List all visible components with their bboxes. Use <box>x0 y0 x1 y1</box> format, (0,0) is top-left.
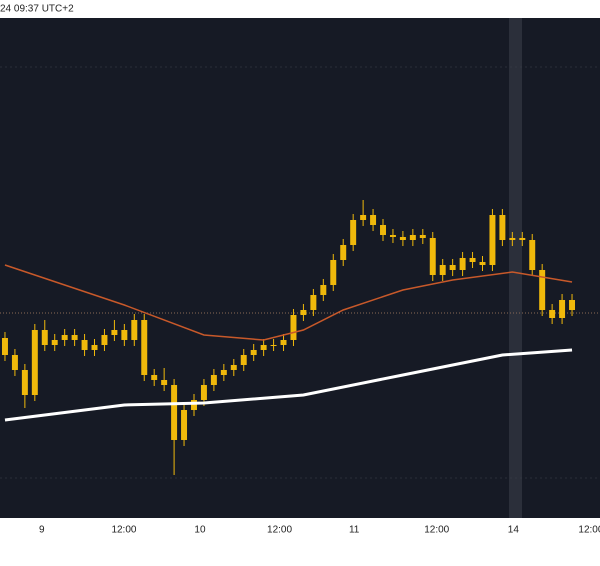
candle-body <box>21 370 28 395</box>
candle-body <box>559 300 566 318</box>
candle-body <box>11 355 18 370</box>
candle-body <box>360 215 367 220</box>
x-tick-label: 12:00 <box>424 525 449 536</box>
candle-body <box>61 335 68 340</box>
candle-body <box>569 300 576 310</box>
candle-body <box>280 340 287 345</box>
candle-body <box>419 235 426 238</box>
moving-average <box>4 264 573 341</box>
candle-body <box>171 385 178 440</box>
candle-body <box>121 330 128 340</box>
moving-average <box>4 348 573 422</box>
candle-body <box>519 238 526 240</box>
candle-body <box>81 340 88 350</box>
candle-body <box>370 215 377 225</box>
candle-body <box>220 370 227 375</box>
candle-body <box>409 235 416 240</box>
candle-body <box>230 365 237 370</box>
candle-body <box>489 215 496 265</box>
candle-body <box>549 310 556 318</box>
header-text: 24 09:37 UTC+2 <box>0 4 74 15</box>
candle-body <box>161 380 168 385</box>
candle-body <box>270 345 277 346</box>
candle-body <box>330 260 337 285</box>
candle-body <box>31 330 38 395</box>
candle-body <box>210 375 217 385</box>
x-tick-label: 12:00 <box>267 525 292 536</box>
candle-body <box>479 262 486 265</box>
crosshair-band <box>509 18 522 518</box>
x-tick-label: 14 <box>508 525 520 536</box>
candle-body <box>529 240 536 270</box>
candle-body <box>141 320 148 375</box>
candle-body <box>260 345 267 350</box>
plot-background <box>0 18 600 518</box>
candle-body <box>499 215 506 240</box>
candle-body <box>191 400 197 410</box>
candle-body <box>539 270 546 310</box>
candle-body <box>290 315 297 340</box>
candle-body <box>310 295 317 310</box>
candle-body <box>399 237 406 240</box>
x-tick-label: 9 <box>39 525 45 536</box>
candle-body <box>91 345 98 350</box>
candle-body <box>250 350 257 355</box>
x-tick-label: 11 <box>349 525 360 536</box>
candle-body <box>41 330 48 345</box>
candle-body <box>509 238 516 240</box>
candle-body <box>340 245 347 260</box>
candle-body <box>200 385 207 400</box>
x-tick-label: 12:00 <box>111 525 136 536</box>
candle-body <box>111 330 118 335</box>
candle-body <box>300 310 307 315</box>
candle-body <box>131 320 138 340</box>
x-tick-label: 12:00 <box>578 525 600 536</box>
candle-body <box>51 340 58 345</box>
candle-body <box>350 220 357 245</box>
candle-body <box>320 285 327 295</box>
candle-body <box>439 265 446 275</box>
candle-body <box>429 238 436 275</box>
x-tick-label: 10 <box>194 525 206 536</box>
candle-body <box>151 375 158 380</box>
candle-body <box>1 338 8 355</box>
candle-body <box>380 225 386 235</box>
candle-body <box>469 258 476 262</box>
candle-body <box>101 335 108 345</box>
candle-body <box>459 258 466 270</box>
candle-body <box>71 335 78 340</box>
candle-body <box>181 410 188 440</box>
candle-body <box>389 235 396 237</box>
candle-body <box>449 265 456 270</box>
candle-body <box>240 355 247 365</box>
